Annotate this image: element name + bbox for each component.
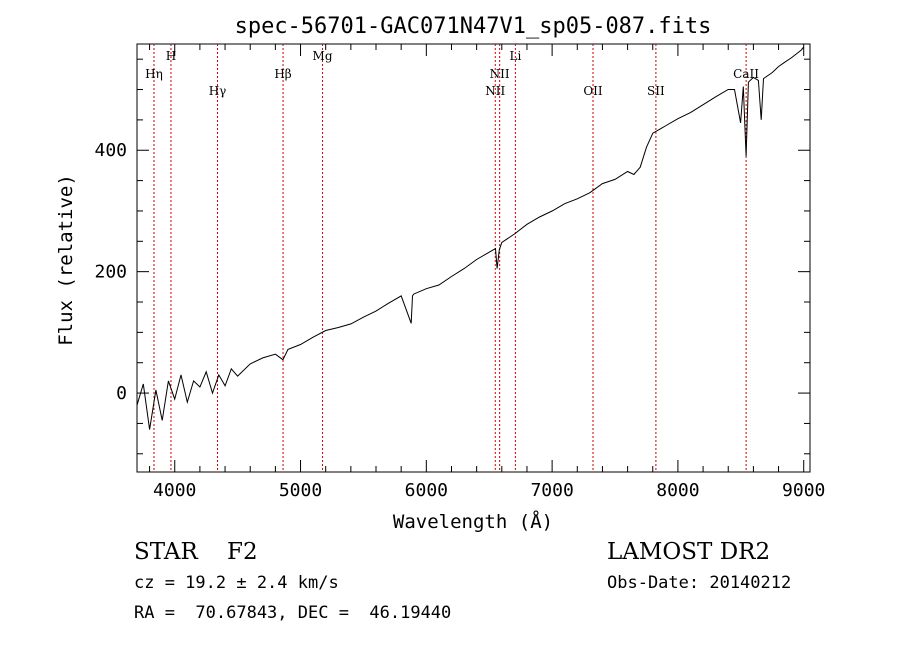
spectral-line-label: OII bbox=[583, 84, 603, 98]
x-axis-label: Wavelength (Å) bbox=[393, 510, 553, 533]
spectral-line-label: Li bbox=[509, 49, 521, 63]
observation-date: Obs-Date: 20140212 bbox=[607, 573, 792, 593]
x-tick-label: 7000 bbox=[530, 480, 573, 501]
ra-dec-coordinates: RA = 70.67843, DEC = 46.19440 bbox=[134, 603, 452, 623]
chart-title: spec-56701-GAC071N47V1_sp05-087.fits bbox=[235, 14, 712, 39]
x-tick-label: 8000 bbox=[656, 480, 699, 501]
y-tick-label: 400 bbox=[94, 140, 127, 161]
redshift-cz: cz = 19.2 ± 2.4 km/s bbox=[134, 573, 339, 593]
spectral-line-label: Mg bbox=[313, 49, 333, 63]
x-tick-label: 4000 bbox=[153, 480, 196, 501]
x-tick-label: 5000 bbox=[279, 480, 322, 501]
spectral-line-label: NII bbox=[490, 67, 510, 81]
x-tick-label: 6000 bbox=[405, 480, 448, 501]
spectral-line-label: Hη bbox=[145, 67, 163, 81]
spectral-line-label: Hγ bbox=[209, 84, 227, 98]
plot-frame bbox=[136, 43, 811, 473]
spectral-line-label: SII bbox=[647, 84, 665, 98]
x-tick-label: 9000 bbox=[782, 480, 825, 501]
y-axis-label: Flux (relative) bbox=[55, 174, 77, 346]
spectral-line-label: H bbox=[166, 49, 176, 63]
y-tick-label: 0 bbox=[116, 383, 127, 404]
spectral-line-label: NII bbox=[485, 84, 505, 98]
axis-ticks: 4000 5000 6000 7000 8000 9000 0 200 400 bbox=[94, 44, 825, 501]
object-type: STAR F2 bbox=[134, 539, 258, 565]
y-tick-label: 200 bbox=[94, 262, 127, 283]
spectrum-series-line bbox=[136, 46, 805, 430]
spectral-line-label: Hβ bbox=[274, 67, 291, 81]
survey-name: LAMOST DR2 bbox=[607, 539, 771, 565]
